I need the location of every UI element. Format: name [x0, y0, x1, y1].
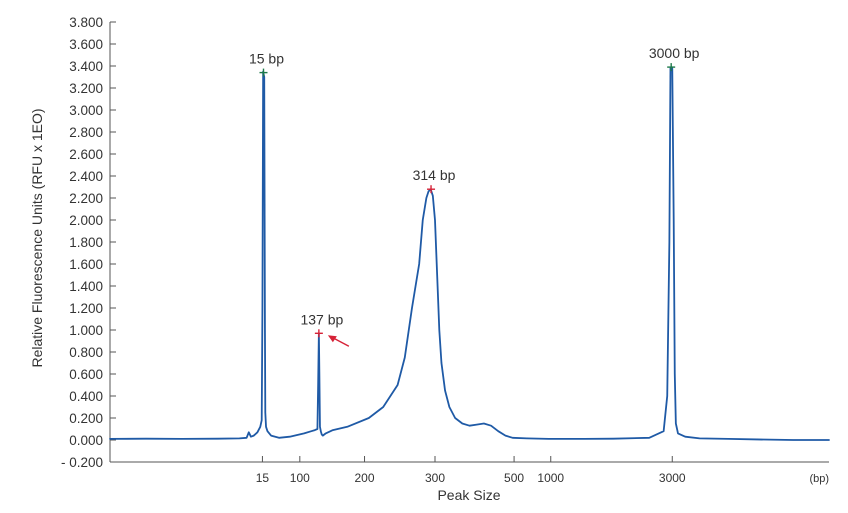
y-axis-title: Relative Fluorescence Units (RFU x 1EO): [29, 108, 45, 367]
x-axis: 15 100 200 300 500 1000 3000: [110, 456, 829, 485]
y-tick-label: 2.400: [69, 169, 103, 184]
y-tick-label: 0.200: [69, 411, 103, 426]
y-tick-label: 1.400: [69, 279, 103, 294]
y-axis: - 0.200 0.000 0.200 0.400 0.600 0.800 1.000 1.2…: [61, 15, 116, 470]
y-tick-label: 2.800: [69, 125, 103, 140]
peak-label: 137 bp: [300, 311, 343, 327]
peak-arrow-head: [327, 335, 337, 343]
x-axis-title: Peak Size: [437, 487, 500, 503]
peak-label: 314 bp: [413, 167, 456, 183]
y-tick-label: 0.600: [69, 367, 103, 382]
y-tick-label: 3.600: [69, 37, 103, 52]
y-tick-label: 0.800: [69, 345, 103, 360]
y-tick-label: 1.200: [69, 301, 103, 316]
y-tick-label: 2.000: [69, 213, 103, 228]
x-tick-label: 200: [355, 471, 375, 485]
y-tick-label: 2.200: [69, 191, 103, 206]
y-tick-label: 1.600: [69, 257, 103, 272]
peak-label: 15 bp: [249, 51, 284, 67]
x-tick-label: 3000: [659, 471, 686, 485]
y-tick-label: 3.000: [69, 103, 103, 118]
peak-annotations: 15 bp 137 bp 314 bp 3000 bp: [249, 45, 700, 347]
y-tick-label: 3.400: [69, 59, 103, 74]
y-tick-label: 0.400: [69, 389, 103, 404]
y-tick-label: 1.000: [69, 323, 103, 338]
x-tick-label: 1000: [537, 471, 564, 485]
x-unit-label: (bp): [809, 473, 829, 485]
y-tick-label: - 0.200: [61, 455, 103, 470]
x-tick-label: 15: [256, 471, 270, 485]
y-tick-label: 3.200: [69, 81, 103, 96]
peak-label: 3000 bp: [649, 45, 700, 61]
x-tick-label: 300: [425, 471, 445, 485]
y-tick-label: 2.600: [69, 147, 103, 162]
y-tick-label: 0.000: [69, 433, 103, 448]
y-tick-label: 3.800: [69, 15, 103, 30]
plot-area: [109, 66, 830, 441]
series-line: [109, 66, 830, 441]
x-tick-label: 100: [290, 471, 310, 485]
y-tick-label: 1.800: [69, 235, 103, 250]
x-tick-label: 500: [504, 471, 524, 485]
